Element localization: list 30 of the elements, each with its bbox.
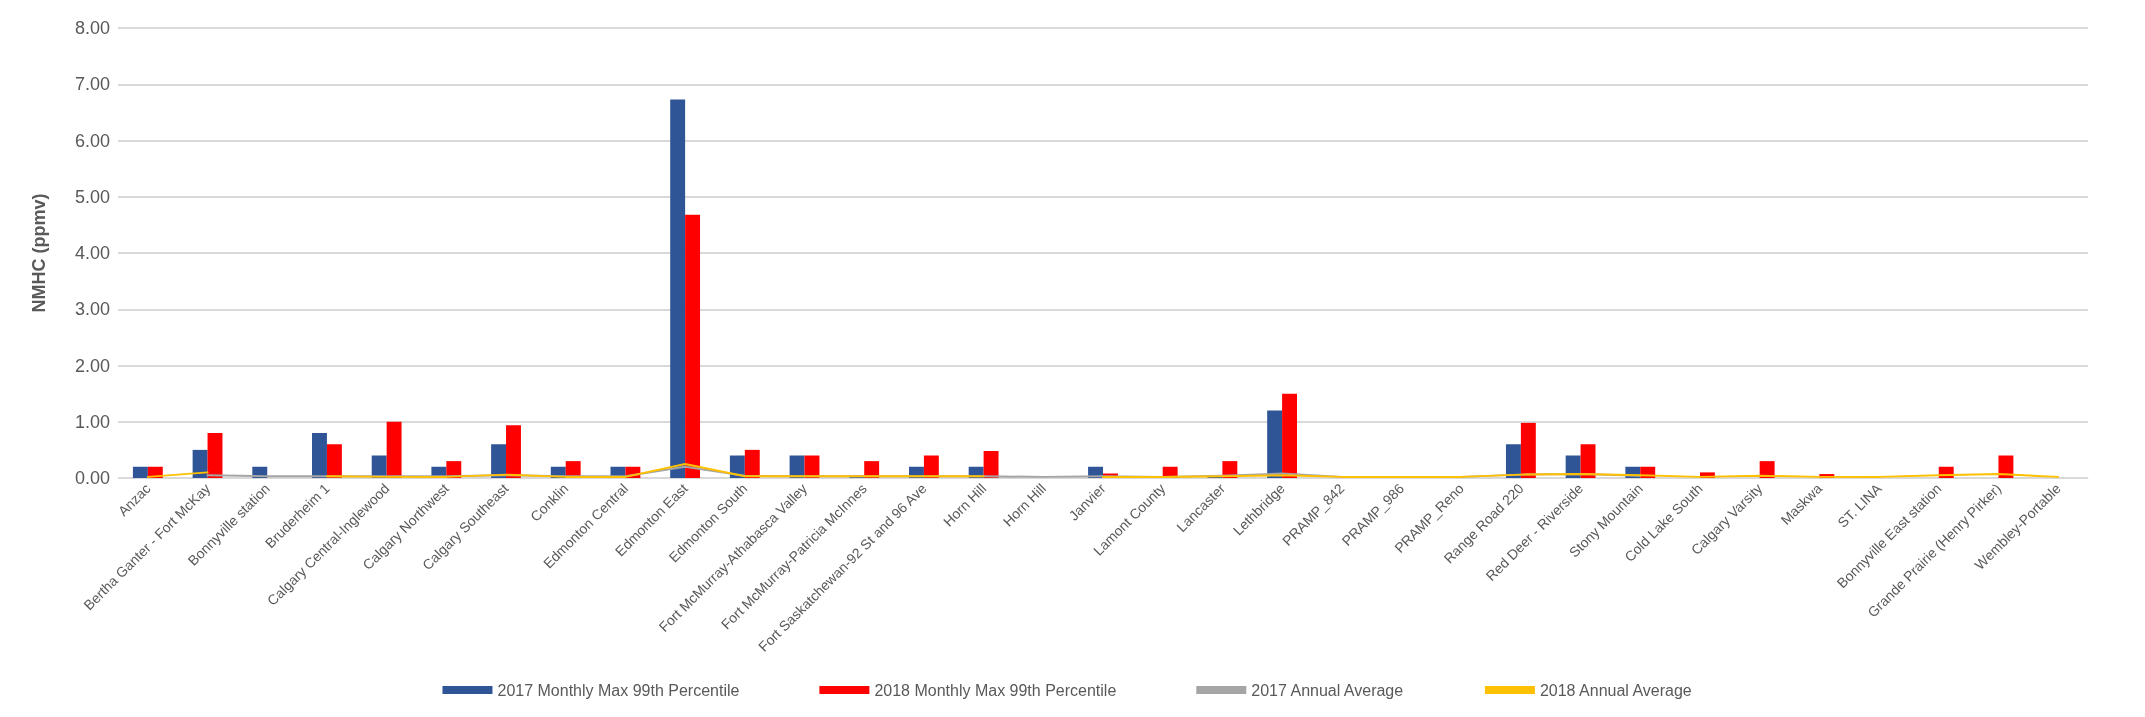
bar [506, 425, 521, 478]
y-tick-label: 2.00 [74, 355, 110, 376]
bar [983, 451, 999, 478]
y-tick-label: 5.00 [74, 186, 110, 207]
legend-label: 2017 Monthly Max 99th Percentile [497, 681, 740, 699]
bar [1520, 422, 1536, 478]
bar [744, 449, 760, 478]
legend-label: 2017 Annual Average [1251, 681, 1404, 699]
bar [1282, 393, 1298, 478]
y-tick-label: 6.00 [74, 130, 110, 151]
bar [685, 214, 701, 478]
y-tick-label: 7.00 [74, 74, 110, 95]
bar [670, 99, 686, 478]
legend-label: 2018 Monthly Max 99th Percentile [874, 681, 1117, 699]
bar [491, 444, 507, 478]
y-tick-label: 3.00 [74, 299, 110, 320]
y-tick-label: 8.00 [74, 18, 110, 38]
bar [326, 444, 342, 478]
bar [132, 466, 148, 478]
bar [386, 421, 402, 478]
legend-label: 2018 Annual Average [1539, 681, 1692, 699]
bar [1267, 410, 1283, 478]
bar [192, 449, 208, 478]
y-tick-label: 1.00 [74, 411, 110, 432]
bar [312, 433, 327, 478]
y-tick-label: 4.00 [74, 243, 110, 263]
bar [1505, 444, 1521, 478]
y-tick-label: 0.00 [74, 468, 110, 488]
bar [1580, 444, 1596, 478]
y-axis-title: NMHC (ppmv) [29, 193, 49, 313]
